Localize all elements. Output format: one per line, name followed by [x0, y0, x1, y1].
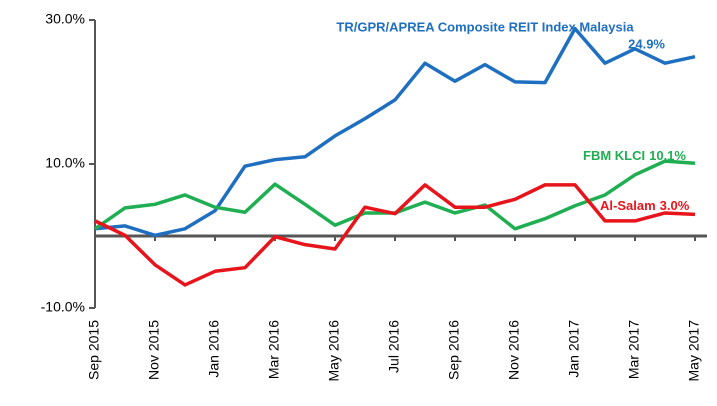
end-value-label: 24.9% — [628, 36, 665, 51]
x-tick-label: Sep 2016 — [446, 320, 462, 380]
x-tick-label: Jul 2016 — [386, 320, 402, 373]
x-tick-label: Mar 2016 — [266, 320, 282, 379]
series-name: FBM KLCI — [583, 148, 645, 163]
x-tick-label: May 2017 — [686, 320, 702, 382]
series-name: TR/GPR/APREA Composite REIT Index Malays… — [336, 19, 634, 34]
series-name: Al-Salam — [600, 198, 656, 213]
y-tick-label: 10.0% — [45, 155, 85, 171]
x-tick-label: Jan 2016 — [206, 320, 222, 378]
series-label: FBM KLCI 10.1% — [583, 148, 686, 163]
x-tick-label: Sep 2015 — [86, 320, 102, 380]
x-tick-label: Nov 2016 — [506, 320, 522, 380]
series-line — [94, 26, 696, 238]
series-label: Al-Salam 3.0% — [600, 198, 690, 213]
end-value-label: 3.0% — [660, 198, 690, 213]
y-tick-label: -10.0% — [41, 299, 85, 315]
x-tick-label: Mar 2017 — [626, 320, 642, 379]
series-line — [94, 183, 696, 287]
y-tick-label: 30.0% — [45, 11, 85, 27]
x-tick-label: Jan 2017 — [566, 320, 582, 378]
x-tick-label: May 2016 — [326, 320, 342, 382]
end-value-label: 10.1% — [649, 148, 686, 163]
x-tick-label: Nov 2015 — [146, 320, 162, 380]
